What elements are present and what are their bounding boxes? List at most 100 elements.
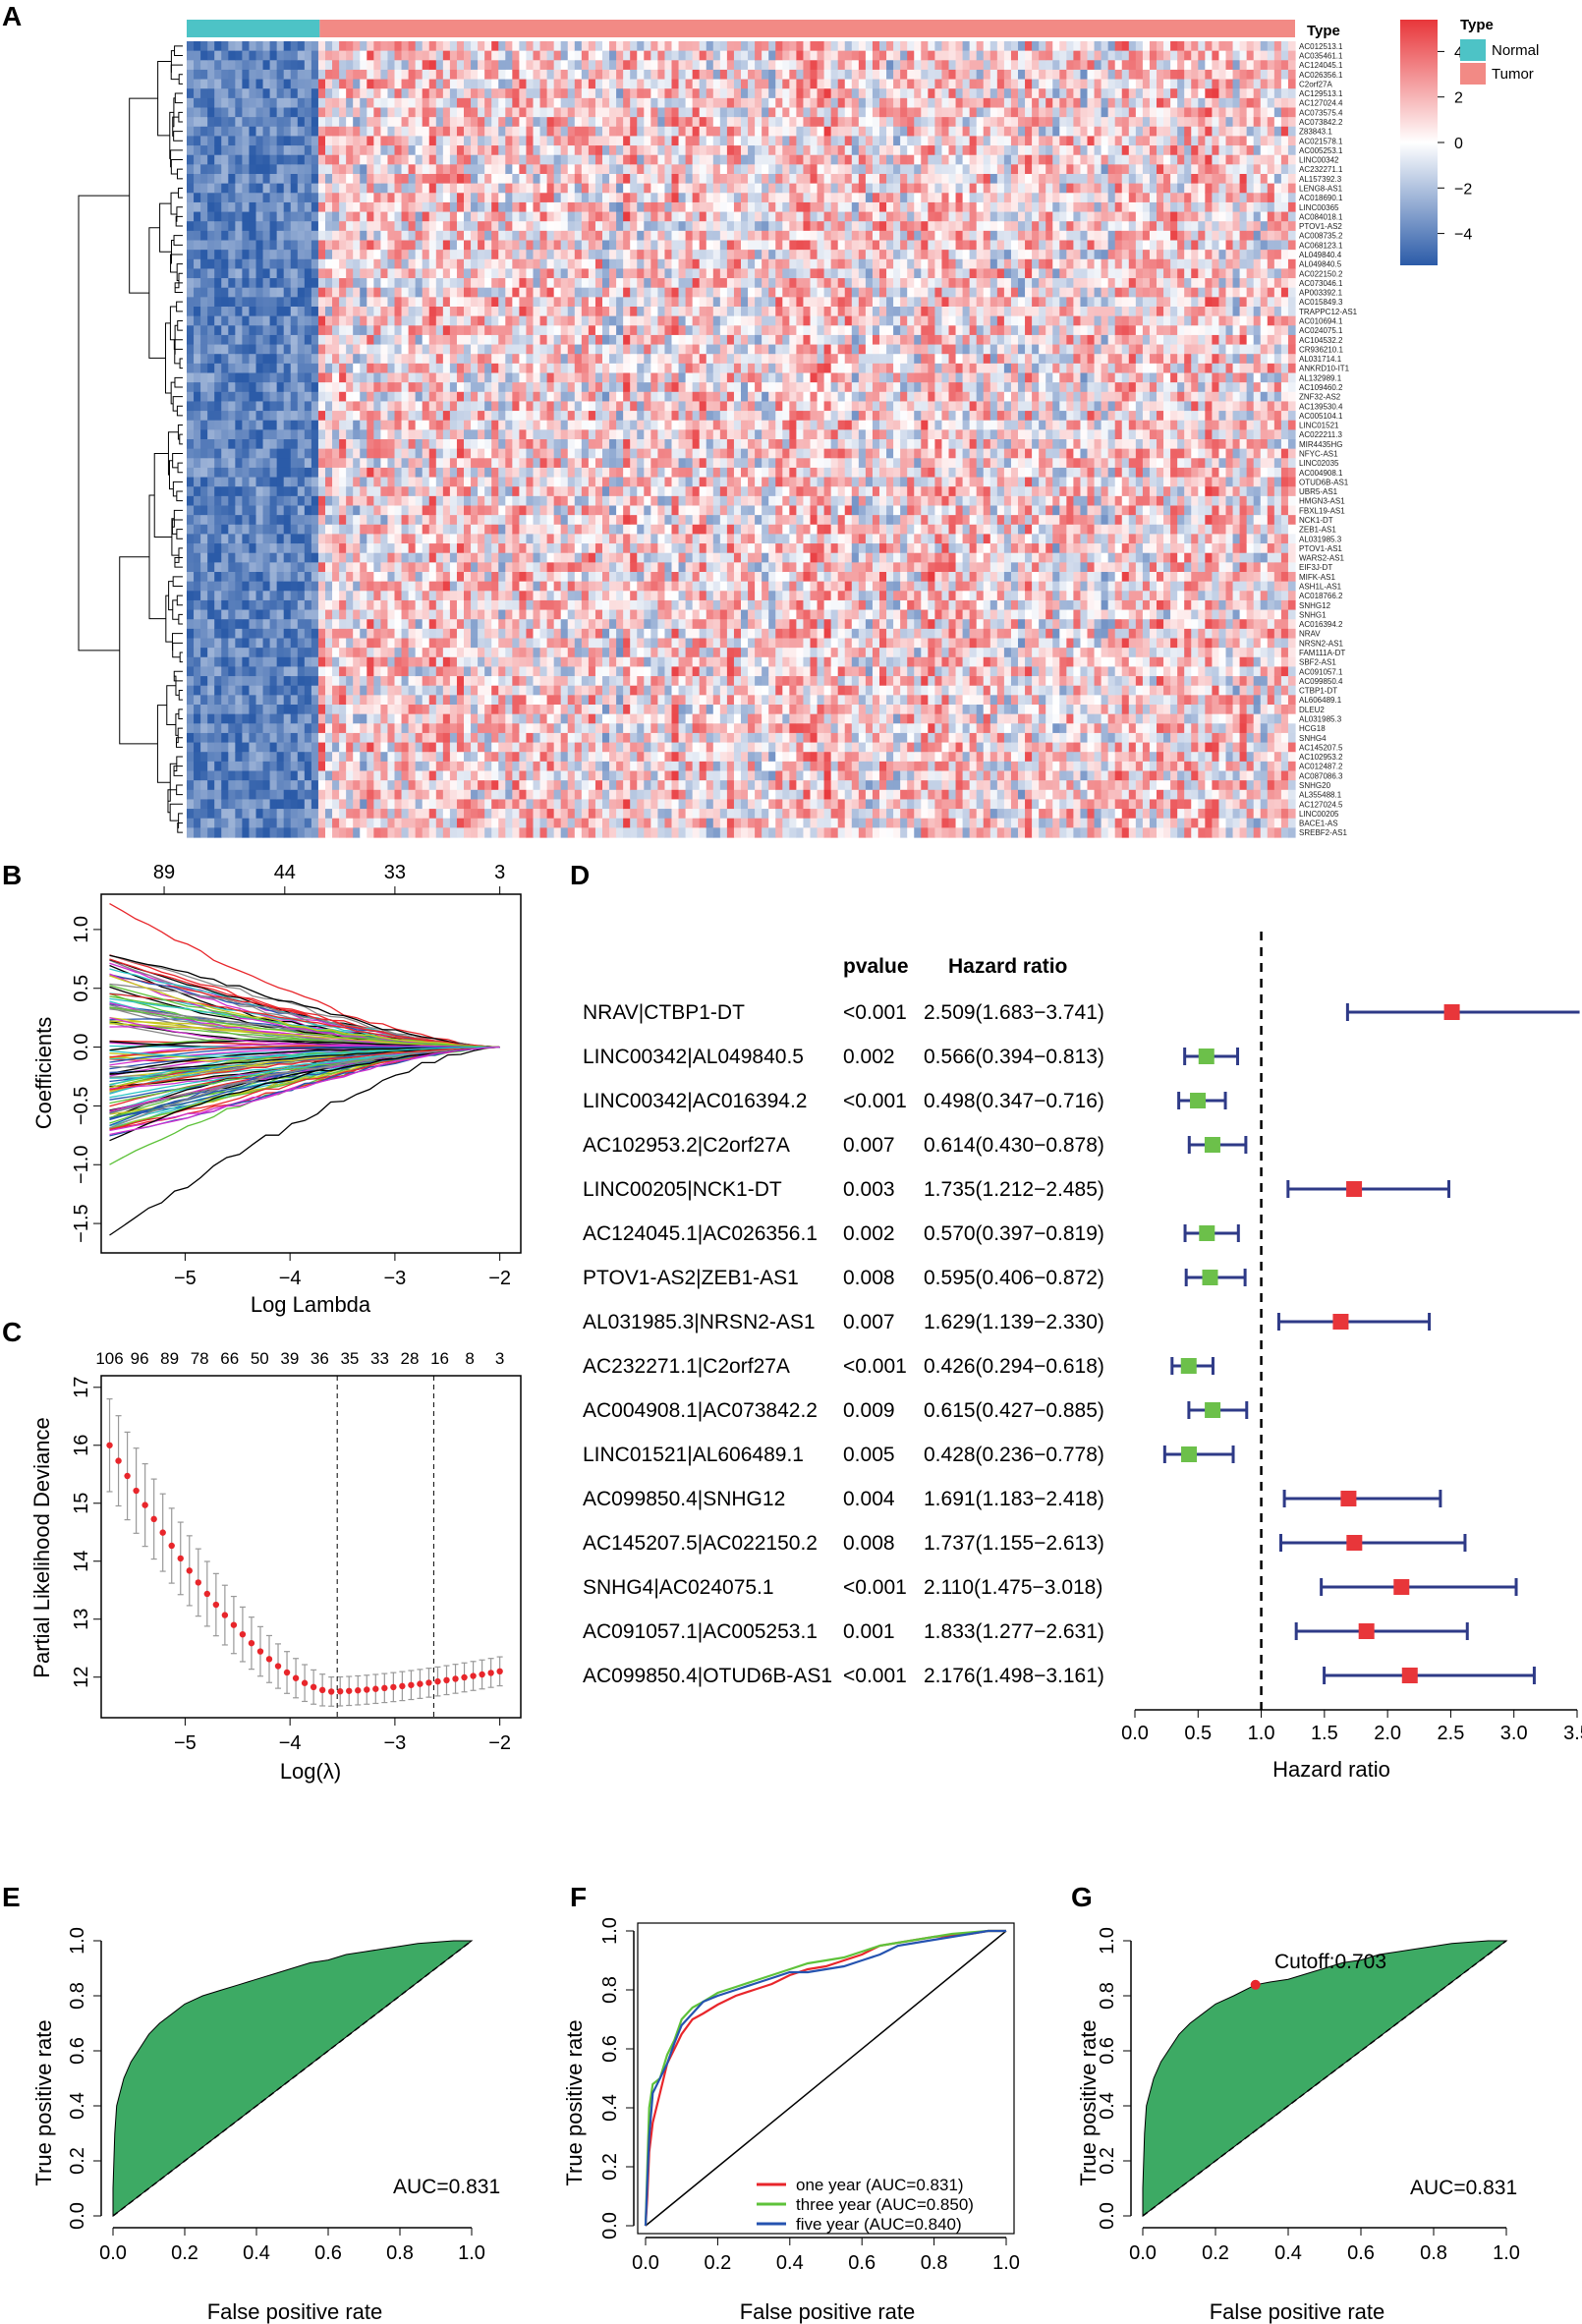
heatmap-cell (546, 211, 555, 222)
heatmap-cell (311, 685, 319, 696)
heatmap-cell (491, 50, 499, 61)
heatmap-cell (491, 619, 499, 630)
heatmap-cell (546, 742, 555, 753)
heatmap-cell (408, 79, 417, 89)
heatmap-cell (262, 591, 271, 601)
heatmap-cell (221, 221, 229, 232)
heatmap-cell (360, 591, 367, 601)
heatmap-cell (311, 258, 319, 270)
heatmap-cell (574, 666, 583, 677)
heatmap-cell (367, 685, 374, 696)
heatmap-cell (435, 809, 444, 820)
heatmap-cell (214, 524, 222, 536)
heatmap-cell (325, 628, 333, 640)
heatmap-cell (249, 685, 257, 696)
heatmap-cell (394, 752, 403, 763)
heatmap-cell (367, 619, 374, 630)
heatmap-cell (262, 705, 271, 715)
heatmap-cell (283, 69, 292, 81)
heatmap-cell (435, 50, 444, 61)
heatmap-cell (214, 458, 222, 469)
heatmap-cell (339, 297, 347, 308)
heatmap-cell (249, 372, 257, 383)
heatmap-cell (187, 88, 195, 99)
heatmap-cell (401, 287, 410, 298)
heatmap-cell (214, 145, 222, 156)
heatmap-cell (242, 287, 251, 298)
heatmap-cell (242, 638, 251, 649)
heatmap-cell (228, 382, 236, 393)
heatmap-cell (262, 552, 271, 563)
heatmap-cell (505, 515, 513, 526)
heatmap-cell (567, 401, 576, 412)
heatmap-cell (484, 666, 492, 677)
heatmap-cell (290, 742, 299, 753)
heatmap-cell (214, 562, 222, 573)
heatmap-cell (353, 307, 361, 317)
heatmap-cell (380, 543, 389, 554)
heatmap-cell (339, 685, 347, 696)
heatmap-cell (560, 780, 569, 791)
heatmap-cell (228, 486, 236, 497)
heatmap-cell (262, 183, 271, 194)
heatmap-cell (415, 818, 424, 828)
heatmap-cell (588, 344, 596, 355)
heatmap-cell (317, 495, 326, 507)
heatmap-cell (283, 344, 292, 355)
heatmap-cell (317, 486, 326, 497)
heatmap-cell (428, 50, 437, 61)
heatmap-cell (242, 515, 251, 526)
heatmap-cell (428, 325, 437, 336)
heatmap-cell (546, 201, 555, 213)
heatmap-cell (526, 818, 535, 828)
heatmap-cell (505, 201, 513, 213)
heatmap-cell (297, 448, 306, 459)
heatmap-cell (317, 164, 326, 175)
heatmap-cell (304, 599, 312, 611)
heatmap-cell (401, 818, 410, 828)
heatmap-cell (428, 515, 437, 526)
heatmap-cell (478, 258, 485, 270)
heatmap-cell (339, 543, 347, 554)
heatmap-cell (449, 164, 458, 175)
heatmap-cell (449, 552, 458, 563)
heatmap-cell (526, 334, 535, 346)
heatmap-cell (415, 591, 424, 601)
heatmap-cell (373, 307, 381, 317)
heatmap-cell (187, 164, 195, 175)
heatmap-cell (214, 789, 222, 801)
heatmap-cell (276, 495, 285, 507)
heatmap-cell (283, 619, 292, 630)
heatmap-cell (560, 676, 569, 687)
heatmap-cell (519, 695, 528, 706)
heatmap-cell (255, 648, 264, 658)
heatmap-cell (456, 126, 465, 138)
heatmap-cell (415, 420, 424, 430)
heatmap-cell (519, 780, 528, 791)
heatmap-cell (311, 752, 319, 763)
heatmap-cell (471, 69, 479, 81)
heatmap-cell (228, 136, 236, 146)
heatmap-cell (491, 666, 499, 677)
heatmap-cell (478, 154, 485, 165)
heatmap-cell (325, 136, 333, 146)
heatmap-cell (471, 495, 479, 507)
heatmap-cell (505, 193, 513, 203)
heatmap-cell (373, 221, 381, 232)
type-bar-normal (187, 20, 320, 37)
heatmap-cell (526, 79, 535, 89)
heatmap-cell (546, 268, 555, 279)
heatmap-cell (200, 799, 208, 810)
heatmap-cell (449, 486, 458, 497)
heatmap-cell (505, 354, 513, 365)
heatmap-cell (387, 344, 396, 355)
heatmap-cell (255, 713, 264, 724)
heatmap-cell (567, 41, 576, 52)
heatmap-cell (332, 211, 340, 222)
heatmap-cell (290, 648, 299, 658)
heatmap-cell (262, 809, 271, 820)
heatmap-cell (332, 315, 340, 326)
heatmap-cell (574, 278, 583, 289)
heatmap-cell (498, 164, 506, 175)
heatmap-cell (484, 799, 492, 810)
